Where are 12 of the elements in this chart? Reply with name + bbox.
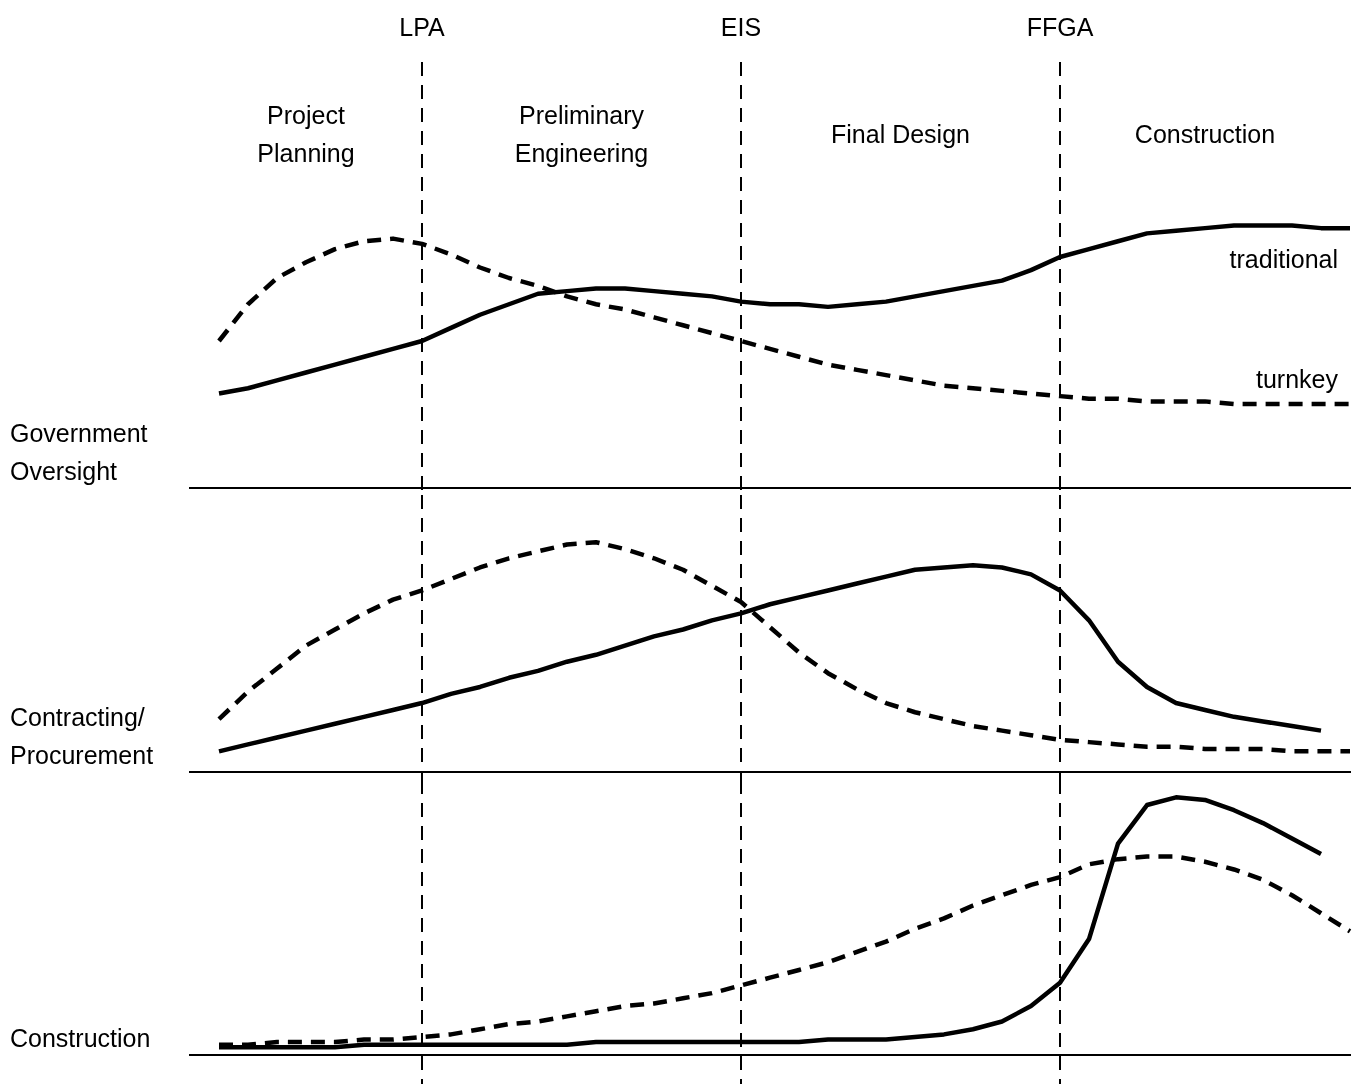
x-tick-label: EIS	[720, 13, 762, 41]
text: Preliminary Engineering	[514, 101, 649, 167]
y-axis-title: Contracting/Procurement	[10, 703, 154, 769]
text: Project Planning	[257, 101, 355, 167]
text: Construction	[1134, 120, 1276, 148]
series-label: turnkey	[1256, 365, 1339, 393]
y-axis-title: Construction	[10, 1024, 151, 1052]
x-tick-label: LPA	[399, 13, 446, 41]
series-label: traditional	[1229, 245, 1338, 274]
text: Final Design	[831, 120, 970, 148]
x-tick-label: FFGA	[1026, 13, 1094, 41]
y-axis-title: Government Oversight	[10, 419, 148, 485]
